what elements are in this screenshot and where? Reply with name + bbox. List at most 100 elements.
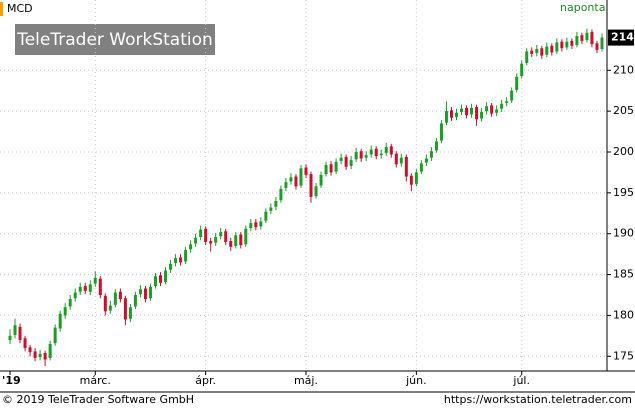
candle-body xyxy=(53,327,57,344)
candle-body xyxy=(495,109,499,113)
candle-body xyxy=(299,168,303,186)
candle-body xyxy=(304,167,308,175)
candle-body xyxy=(234,235,238,246)
watermark: TeleTrader WorkStation xyxy=(16,30,213,50)
candle-body xyxy=(434,141,438,151)
candle-body xyxy=(449,110,453,118)
y-tick-label: 175 xyxy=(613,349,634,362)
candle-body xyxy=(274,201,278,207)
candle-body xyxy=(319,174,323,186)
candle-body xyxy=(454,112,458,117)
candle-body xyxy=(18,326,22,340)
candle-body xyxy=(555,42,559,52)
candle-body xyxy=(520,63,524,76)
candle-body xyxy=(389,146,393,155)
candle-body xyxy=(23,338,27,349)
candle-body xyxy=(414,172,418,184)
candle-body xyxy=(545,46,549,55)
candle-body xyxy=(515,76,519,90)
candle-body xyxy=(505,101,509,103)
candle-body xyxy=(475,107,479,120)
copyright: © 2019 TeleTrader Software GmbH xyxy=(2,393,194,406)
candle-body xyxy=(8,335,12,340)
candle-body xyxy=(28,347,32,353)
candle-body xyxy=(254,222,258,228)
candle-body xyxy=(535,49,539,54)
x-tick-label: júl. xyxy=(512,374,530,387)
last-price-label: 214 xyxy=(611,31,634,44)
candle-body xyxy=(58,313,62,329)
candle-body xyxy=(13,325,17,336)
candle-body xyxy=(264,211,268,221)
candle-body xyxy=(179,257,183,263)
candle-body xyxy=(349,160,353,166)
candle-body xyxy=(38,353,42,358)
candle-body xyxy=(128,307,132,319)
candle-body xyxy=(284,182,288,188)
candle-body xyxy=(550,45,554,53)
symbol: MCD xyxy=(7,2,33,15)
candle-body xyxy=(199,229,203,237)
candle-body xyxy=(148,286,152,299)
candle-body xyxy=(379,153,383,156)
candle-body xyxy=(294,176,298,187)
candle-body xyxy=(480,111,484,119)
candle-body xyxy=(334,161,338,172)
candle-body xyxy=(329,164,333,173)
candle-body xyxy=(229,241,233,247)
candle-body xyxy=(570,40,574,46)
candle-body xyxy=(259,221,263,227)
y-tick-label: 200 xyxy=(613,145,634,158)
candle-body xyxy=(424,158,428,163)
candle-body xyxy=(153,276,157,287)
x-tick-label: máj. xyxy=(294,374,318,387)
candle-body xyxy=(540,48,544,56)
candle-body xyxy=(108,305,112,311)
candle-body xyxy=(209,241,213,244)
candle-body xyxy=(485,106,489,112)
y-tick-label: 195 xyxy=(613,186,634,199)
candle-body xyxy=(460,108,464,112)
y-tick-label: 190 xyxy=(613,227,634,240)
candle-body xyxy=(184,250,188,262)
candle-body xyxy=(93,277,97,284)
candle-body xyxy=(344,156,348,167)
candle-body xyxy=(138,289,142,295)
candle-body xyxy=(289,177,293,182)
candle-body xyxy=(143,288,147,300)
url: https://workstation.teletrader.com xyxy=(444,393,632,406)
candle-body xyxy=(600,37,604,50)
plot-area xyxy=(0,0,607,371)
candle-body xyxy=(585,32,589,41)
symbol-marker xyxy=(0,2,3,16)
candle-body xyxy=(419,163,423,172)
candle-body xyxy=(118,291,122,300)
y-tick-label: 180 xyxy=(613,308,634,321)
candle-body xyxy=(575,35,579,45)
candle-body xyxy=(429,151,433,158)
candle-body xyxy=(48,344,52,358)
candle-body xyxy=(470,107,474,115)
candle-body xyxy=(530,50,534,54)
candle-body xyxy=(78,286,82,292)
candle-body xyxy=(374,148,378,157)
candle-body xyxy=(444,111,448,123)
candle-body xyxy=(103,295,107,312)
interval: naponta xyxy=(560,1,605,14)
candle-body xyxy=(194,237,198,244)
candle-body xyxy=(174,258,178,264)
candle-body xyxy=(244,228,248,245)
candle-body xyxy=(595,43,599,50)
candle-body xyxy=(439,123,443,141)
candle-body xyxy=(164,270,168,282)
candle-body xyxy=(369,149,373,155)
candle-body xyxy=(113,292,117,305)
candle-body xyxy=(83,286,87,291)
candle-body xyxy=(159,275,163,283)
candle-body xyxy=(314,186,318,197)
candle-body xyxy=(249,223,253,228)
x-tick-label: ápr. xyxy=(195,374,216,387)
candle-body xyxy=(68,299,72,307)
candle-body xyxy=(123,298,127,320)
